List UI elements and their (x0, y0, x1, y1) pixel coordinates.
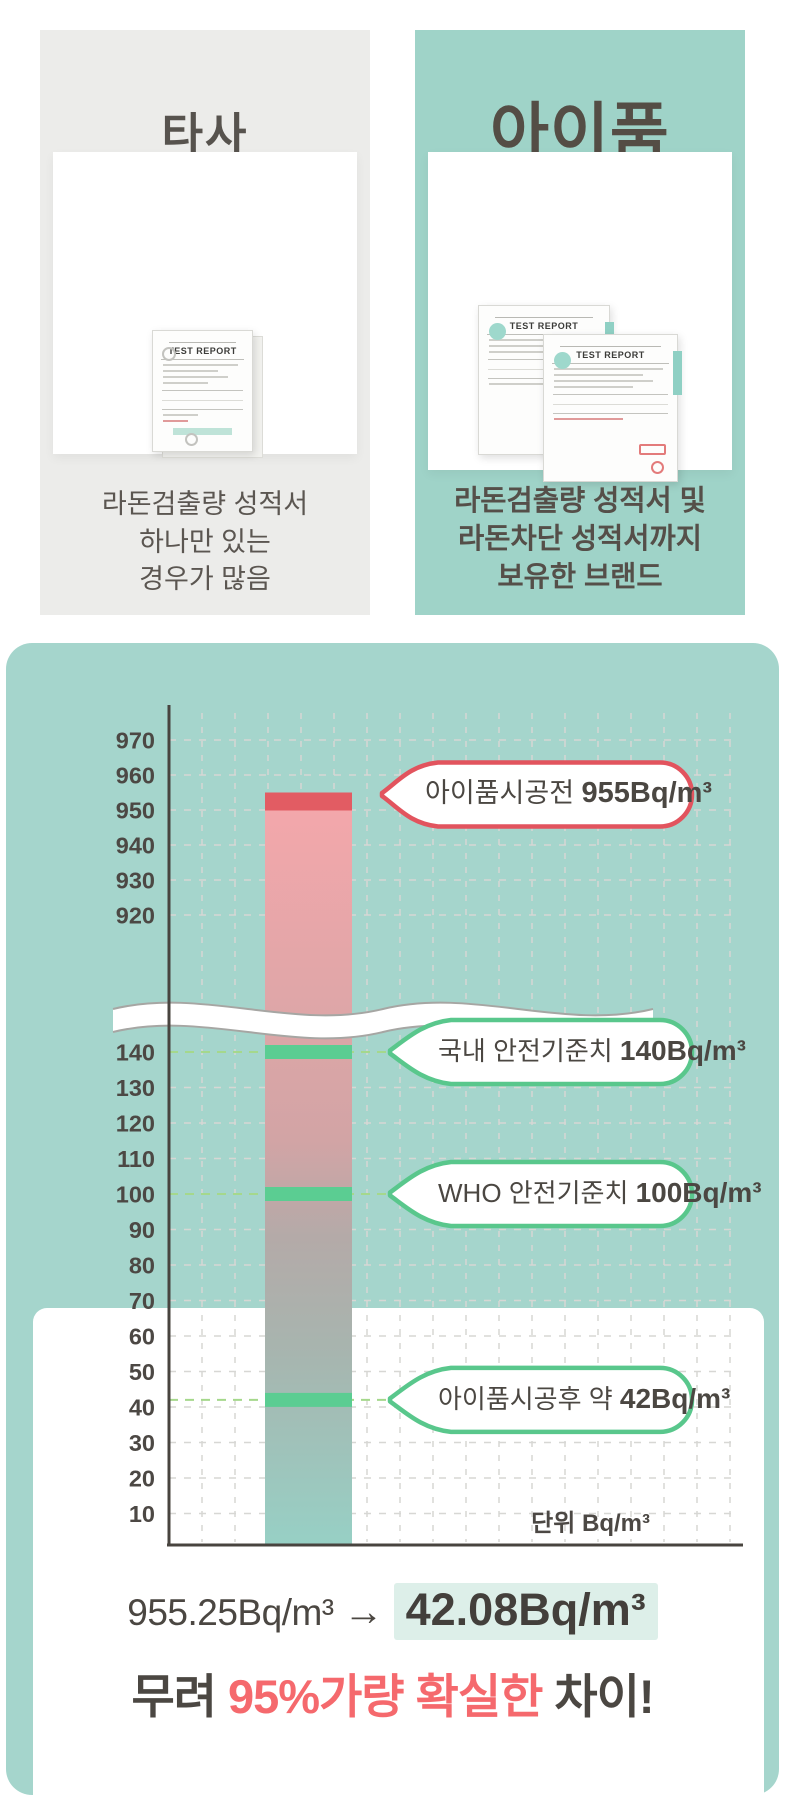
svg-text:40: 40 (129, 1395, 155, 1421)
test-report-document: TEST REPORT (152, 330, 253, 452)
university-seal-icon (162, 347, 176, 361)
svg-text:930: 930 (116, 868, 155, 894)
stamp-icon (185, 433, 198, 446)
report-title: TEST REPORT (168, 346, 237, 356)
summary-headline: 무려 95%가량 확실한 차이! (131, 1670, 654, 1723)
report-title: TEST REPORT (576, 350, 645, 360)
institute-highlight (173, 428, 232, 435)
brand-report-panel: TEST REPORT TEST REPORT (428, 152, 732, 482)
svg-text:100: 100 (116, 1182, 155, 1208)
brand-card: 아이품 TEST REPORT TEST REPORT (415, 30, 745, 615)
competitor-caption: 라돈검출량 성적서 하나만 있는 경우가 많음 (101, 489, 309, 594)
brand-caption: 라돈검출량 성적서 및 라돈차단 성적서까지 보유한 브랜드 (454, 485, 706, 593)
report-title: TEST REPORT (509, 321, 579, 331)
report-flourish (560, 343, 661, 347)
svg-text:50: 50 (129, 1359, 155, 1385)
svg-text:30: 30 (129, 1430, 155, 1456)
after-value-highlight: 42.08Bq/m³ (393, 1583, 658, 1640)
callout-before-construction: 아이품시공전 955Bq/m³ (425, 777, 713, 809)
university-seal-icon (554, 352, 571, 369)
radon-bar-chart: 970 960 950 940 930 920 140 130 120 110 100 90 80 70 6… (112, 705, 743, 1547)
bookmark-tab (673, 351, 682, 395)
svg-text:20: 20 (129, 1466, 155, 1492)
svg-text:920: 920 (116, 903, 155, 929)
report-flourish (169, 339, 236, 343)
arrow-icon: → (343, 1590, 384, 1634)
radon-block-report-document: TEST REPORT (543, 334, 682, 482)
callout-who-standard: WHO 안전기준치 100Bq/m³ (438, 1177, 762, 1208)
red-seal-icon (651, 461, 664, 474)
svg-text:10: 10 (129, 1501, 155, 1527)
report-table (162, 390, 243, 410)
svg-text:970: 970 (116, 728, 155, 754)
svg-text:120: 120 (116, 1111, 155, 1137)
svg-text:60: 60 (129, 1324, 155, 1350)
svg-text:80: 80 (129, 1253, 155, 1279)
competitor-title: 타사 (161, 109, 249, 160)
svg-text:110: 110 (117, 1146, 155, 1172)
svg-text:140: 140 (116, 1040, 155, 1066)
report-flourish (495, 314, 593, 318)
callout-after-construction: 아이품시공후 약 42Bq/m³ (438, 1383, 731, 1414)
competitor-card: 타사 TEST REPORT 라돈검출량 성적서 하나만 있는 (40, 30, 370, 615)
svg-text:70: 70 (129, 1288, 155, 1314)
percent-highlight: 95%가량 확실한 (228, 1670, 543, 1723)
unit-label: 단위 Bq/m³ (531, 1510, 650, 1537)
svg-text:90: 90 (129, 1217, 155, 1243)
report-rule (552, 363, 669, 364)
svg-text:130: 130 (116, 1075, 155, 1101)
university-seal-icon (489, 323, 506, 340)
svg-text:940: 940 (116, 833, 155, 859)
callout-korea-standard: 국내 안전기준치 140Bq/m³ (438, 1035, 746, 1066)
report-rule (161, 359, 244, 360)
svg-text:960: 960 (116, 763, 155, 789)
summary-values: 955.25Bq/m³ → 42.08Bq/m³ (0, 1583, 785, 1640)
before-value: 955.25Bq/m³ (127, 1592, 334, 1633)
svg-text:950: 950 (116, 798, 155, 824)
report-table (553, 394, 668, 414)
red-stamp-icon (639, 444, 666, 455)
competitor-report-panel: TEST REPORT (53, 152, 357, 458)
